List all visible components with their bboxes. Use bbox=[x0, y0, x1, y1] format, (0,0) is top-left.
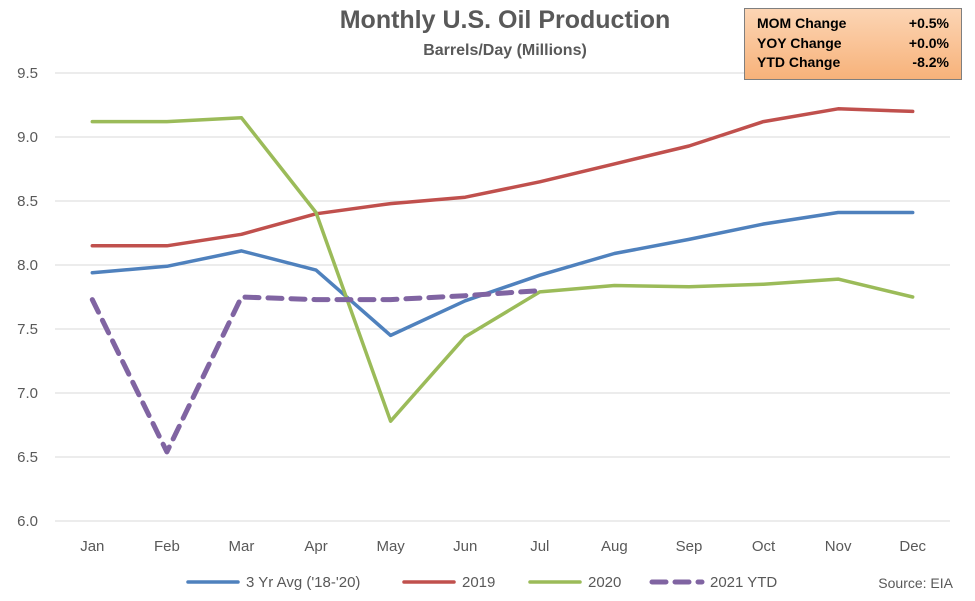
x-tick-label: Jul bbox=[530, 538, 549, 555]
chart-subtitle: Barrels/Day (Millions) bbox=[423, 42, 587, 59]
legend-label: 2020 bbox=[588, 574, 621, 591]
change-label: YTD Change bbox=[757, 54, 841, 70]
change-value: +0.0% bbox=[908, 34, 949, 51]
y-tick-label: 8.0 bbox=[17, 257, 38, 274]
x-tick-label: Jun bbox=[453, 538, 477, 555]
source-note: Source: EIA bbox=[878, 575, 953, 591]
change-label: YOY Change bbox=[757, 34, 842, 51]
y-tick-label: 7.5 bbox=[17, 321, 38, 338]
legend-label: 3 Yr Avg ('18-'20) bbox=[246, 574, 360, 591]
series-line bbox=[90, 107, 915, 248]
series-lines bbox=[89, 107, 915, 455]
change-value: -8.2% bbox=[912, 54, 949, 70]
y-tick-label: 6.5 bbox=[17, 449, 38, 466]
change-value: +0.5% bbox=[908, 15, 949, 31]
x-axis-ticks: Jan Feb Mar Apr May Jun Jul Aug Sep Oct Nov Dec bbox=[80, 538, 926, 555]
x-tick-label: Mar bbox=[229, 538, 255, 555]
y-tick-label: 7.0 bbox=[17, 385, 38, 402]
legend: 3 Yr Avg ('18-'20) 2019 2020 2021 YTD bbox=[186, 574, 777, 591]
chart-title: Monthly U.S. Oil Production bbox=[339, 6, 671, 34]
x-tick-label: Aug bbox=[601, 538, 628, 555]
y-axis-ticks: 6.0 6.5 7.0 7.5 8.0 8.5 9.0 9.5 bbox=[17, 65, 38, 530]
change-row-yoy: YOY Change +0.0% bbox=[757, 35, 949, 55]
series-line bbox=[90, 116, 915, 423]
x-tick-label: Apr bbox=[304, 538, 327, 555]
y-tick-label: 6.0 bbox=[17, 513, 38, 530]
x-tick-label: Dec bbox=[899, 538, 926, 555]
legend-label: 2019 bbox=[462, 574, 495, 591]
x-tick-label: Oct bbox=[752, 538, 776, 555]
series-line bbox=[90, 210, 915, 338]
x-tick-label: Feb bbox=[154, 538, 180, 555]
change-row-ytd: YTD Change -8.2% bbox=[757, 54, 949, 74]
y-tick-label: 9.0 bbox=[17, 129, 38, 146]
y-tick-label: 9.5 bbox=[17, 65, 38, 82]
change-row-mom: MOM Change +0.5% bbox=[757, 15, 949, 35]
x-tick-label: Jan bbox=[80, 538, 104, 555]
y-tick-label: 8.5 bbox=[17, 193, 38, 210]
series-line bbox=[89, 288, 543, 455]
gridlines bbox=[55, 72, 950, 522]
x-tick-label: May bbox=[376, 538, 405, 555]
change-summary-box: MOM Change +0.5% YOY Change +0.0% YTD Ch… bbox=[744, 8, 962, 80]
x-tick-label: Nov bbox=[825, 538, 852, 555]
x-tick-label: Sep bbox=[676, 538, 703, 555]
change-label: MOM Change bbox=[757, 15, 847, 31]
legend-label: 2021 YTD bbox=[710, 574, 777, 591]
